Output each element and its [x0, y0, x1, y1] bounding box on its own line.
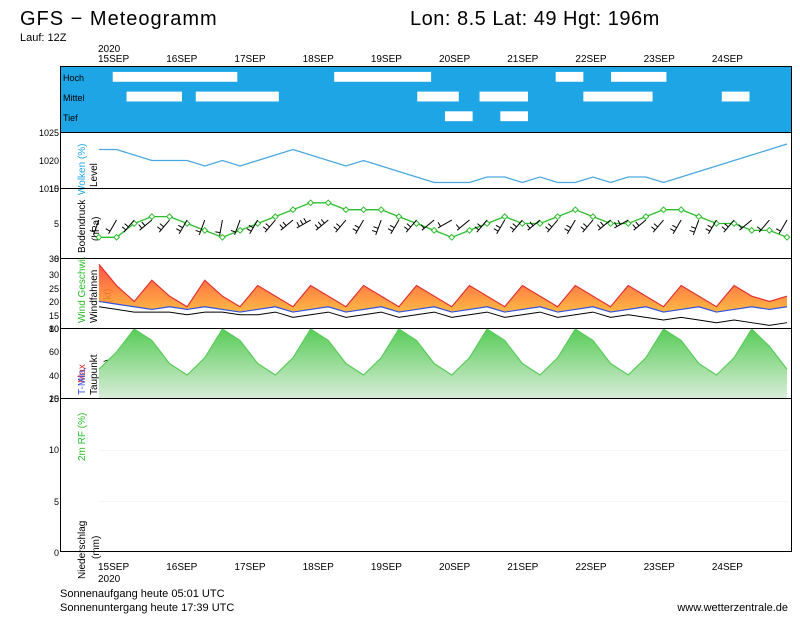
y-tick: 20	[49, 297, 61, 307]
panel-humidity: 20406080	[61, 329, 791, 399]
precip-ylabel: Niederschlag	[77, 521, 88, 579]
title-left: GFS − Meteogramm	[20, 8, 218, 31]
pressure-chart	[61, 133, 791, 188]
precip-unit: (mm)	[91, 536, 102, 559]
panel-temperature: 101520253036	[61, 259, 791, 329]
date-tick: 16SEP	[166, 54, 234, 65]
y-tick: 1020	[39, 156, 61, 166]
y-tick: 5	[54, 219, 61, 229]
year-bottom: 2020	[98, 574, 120, 585]
panel-precipitation: 051015	[61, 399, 791, 553]
date-tick: 18SEP	[303, 562, 371, 573]
y-tick: 10	[49, 445, 61, 455]
clouds-chart	[61, 67, 791, 132]
y-tick: 15	[49, 311, 61, 321]
footer-sunset: Sonnenuntergang heute 17:39 UTC	[60, 602, 234, 614]
y-tick: 25	[49, 284, 61, 294]
run-label: Lauf: 12Z	[20, 32, 66, 44]
date-tick: 16SEP	[166, 562, 234, 573]
date-tick: 17SEP	[234, 54, 302, 65]
cloud-level-mittel: Mittel	[63, 93, 85, 103]
date-tick: 20SEP	[439, 562, 507, 573]
precip-chart	[61, 399, 791, 553]
date-tick: 17SEP	[234, 562, 302, 573]
cloud-level-hoch: Hoch	[63, 73, 84, 83]
y-tick: 60	[49, 347, 61, 357]
y-tick: 5	[54, 497, 61, 507]
attribution: www.wetterzentrale.de	[677, 602, 788, 614]
date-tick: 22SEP	[575, 562, 643, 573]
date-tick: 19SEP	[371, 54, 439, 65]
y-tick: 15	[49, 394, 61, 404]
date-tick: 21SEP	[507, 54, 575, 65]
title-right: Lon: 8.5 Lat: 49 Hgt: 196m	[410, 8, 660, 31]
date-tick: 19SEP	[371, 562, 439, 573]
cloud-level-tief: Tief	[63, 113, 78, 123]
temperature-chart	[61, 259, 791, 328]
date-tick: 18SEP	[303, 54, 371, 65]
date-tick: 24SEP	[712, 562, 780, 573]
wind-chart	[61, 189, 791, 258]
y-tick: 40	[49, 371, 61, 381]
y-tick: 80	[49, 324, 61, 334]
y-tick: 30	[49, 270, 61, 280]
date-tick: 23SEP	[644, 54, 712, 65]
panel-pressure: 101510201025	[61, 133, 791, 189]
humidity-chart	[61, 329, 791, 398]
panel-clouds: Hoch Mittel Tief	[61, 67, 791, 133]
date-tick: 15SEP	[98, 562, 166, 573]
date-tick: 15SEP	[98, 54, 166, 65]
y-tick: 0	[54, 548, 61, 558]
y-tick: 36	[49, 254, 61, 264]
footer-sunrise: Sonnenaufgang heute 05:01 UTC	[60, 588, 225, 600]
date-tick: 23SEP	[644, 562, 712, 573]
date-tick: 24SEP	[712, 54, 780, 65]
x-axis-top: 15SEP16SEP17SEP18SEP19SEP20SEP21SEP22SEP…	[98, 54, 780, 65]
chart-panels: Hoch Mittel Tief Wolken (%) Level 101510…	[60, 66, 792, 552]
date-tick: 22SEP	[575, 54, 643, 65]
date-tick: 21SEP	[507, 562, 575, 573]
date-tick: 20SEP	[439, 54, 507, 65]
y-tick: 1025	[39, 128, 61, 138]
panel-wind: 0510	[61, 189, 791, 259]
x-axis-bottom: 15SEP16SEP17SEP18SEP19SEP20SEP21SEP22SEP…	[98, 562, 780, 573]
y-tick: 10	[49, 184, 61, 194]
